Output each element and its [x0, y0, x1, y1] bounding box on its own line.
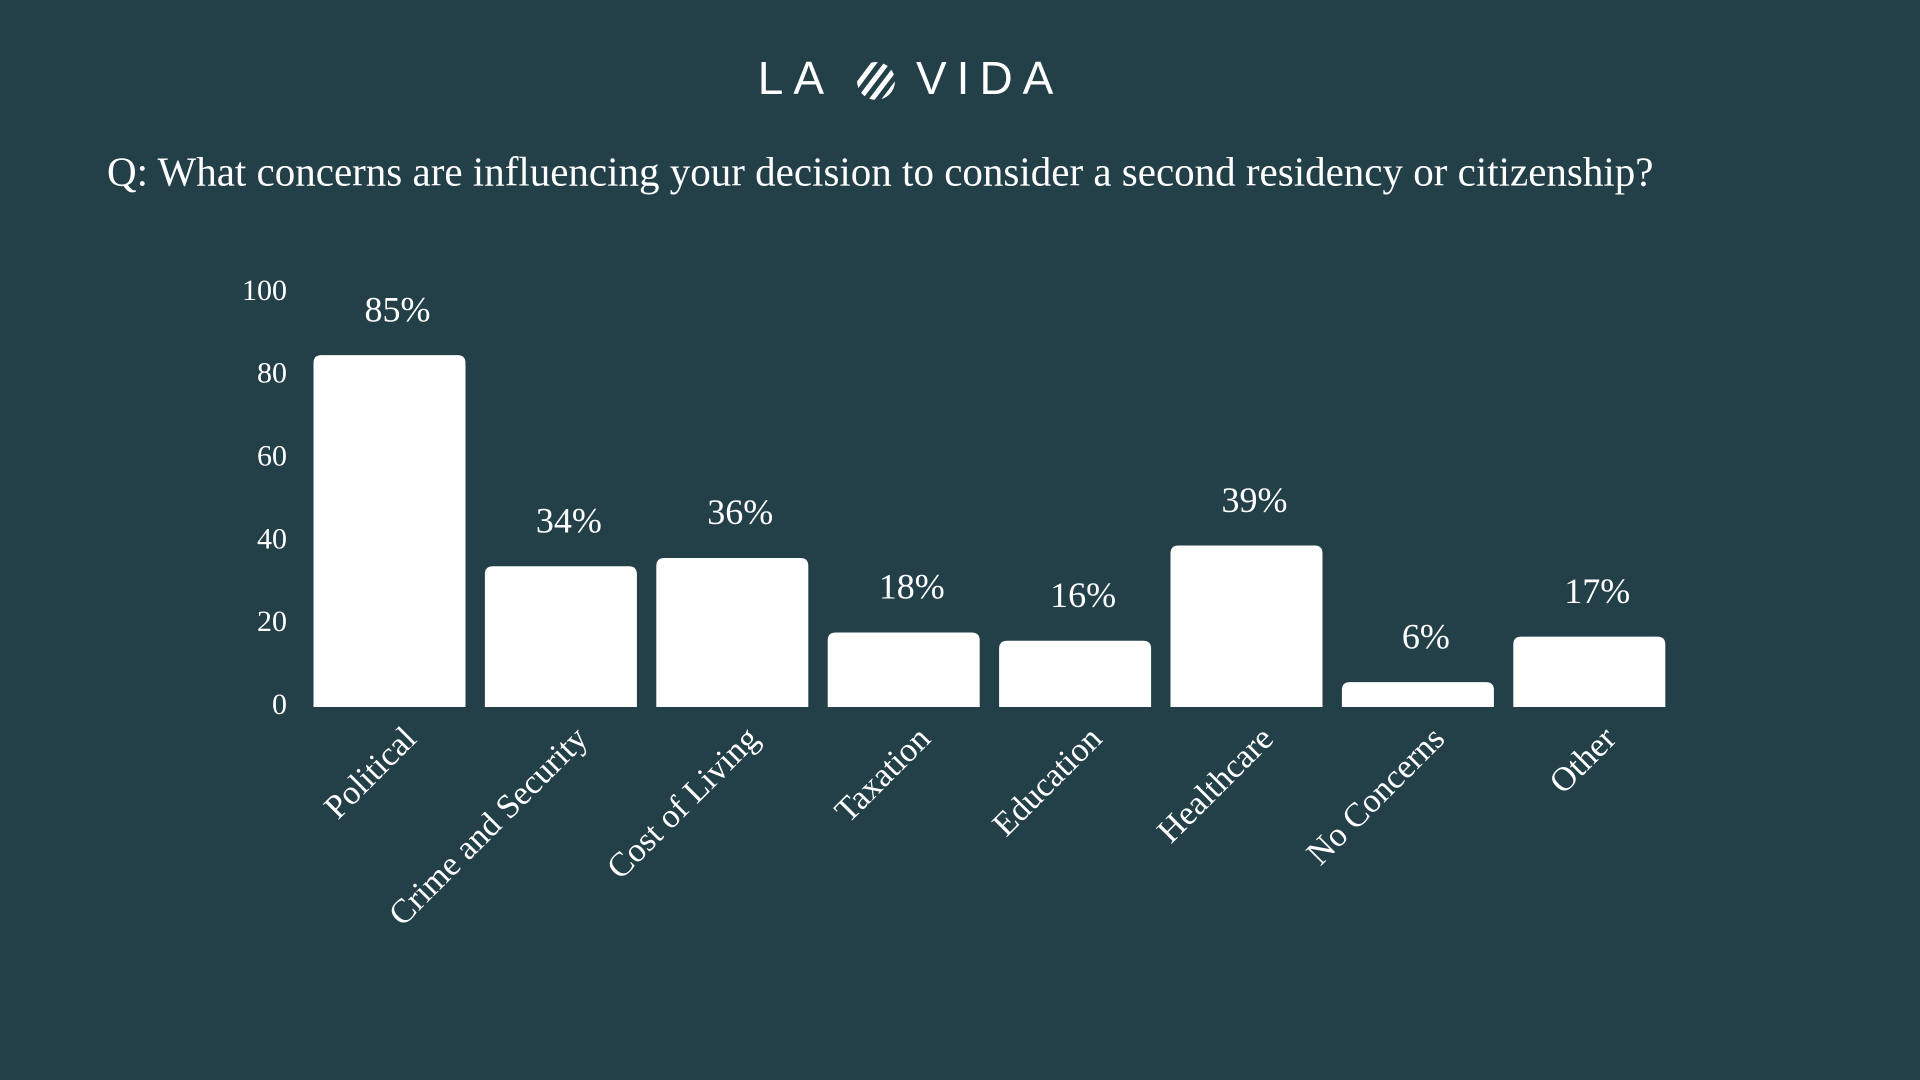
bar	[1341, 682, 1494, 707]
bar	[484, 566, 637, 707]
brand-right: VIDA	[916, 52, 1063, 104]
bar	[1513, 636, 1666, 707]
brand-icon	[857, 62, 895, 100]
bar	[313, 355, 466, 707]
chart-title: Q: What concerns are influencing your de…	[107, 148, 1653, 194]
value-label: 6%	[1402, 616, 1450, 656]
y-tick-label: 0	[272, 688, 287, 721]
value-label: 16%	[1050, 575, 1116, 615]
y-tick-label: 100	[242, 274, 287, 307]
value-label: 36%	[707, 492, 773, 532]
value-label: 17%	[1564, 571, 1630, 611]
y-tick-label: 80	[257, 357, 287, 390]
bar	[827, 632, 980, 707]
y-tick-label: 40	[257, 522, 287, 555]
value-label: 34%	[536, 501, 602, 541]
brand-left: LA	[758, 52, 834, 104]
value-label: 18%	[879, 567, 945, 607]
y-tick-label: 60	[257, 439, 287, 472]
value-label: 39%	[1222, 480, 1288, 520]
bar	[1170, 545, 1323, 707]
bar	[999, 640, 1152, 707]
bar	[656, 557, 809, 707]
y-tick-label: 20	[257, 605, 287, 638]
value-label: 85%	[365, 289, 431, 329]
